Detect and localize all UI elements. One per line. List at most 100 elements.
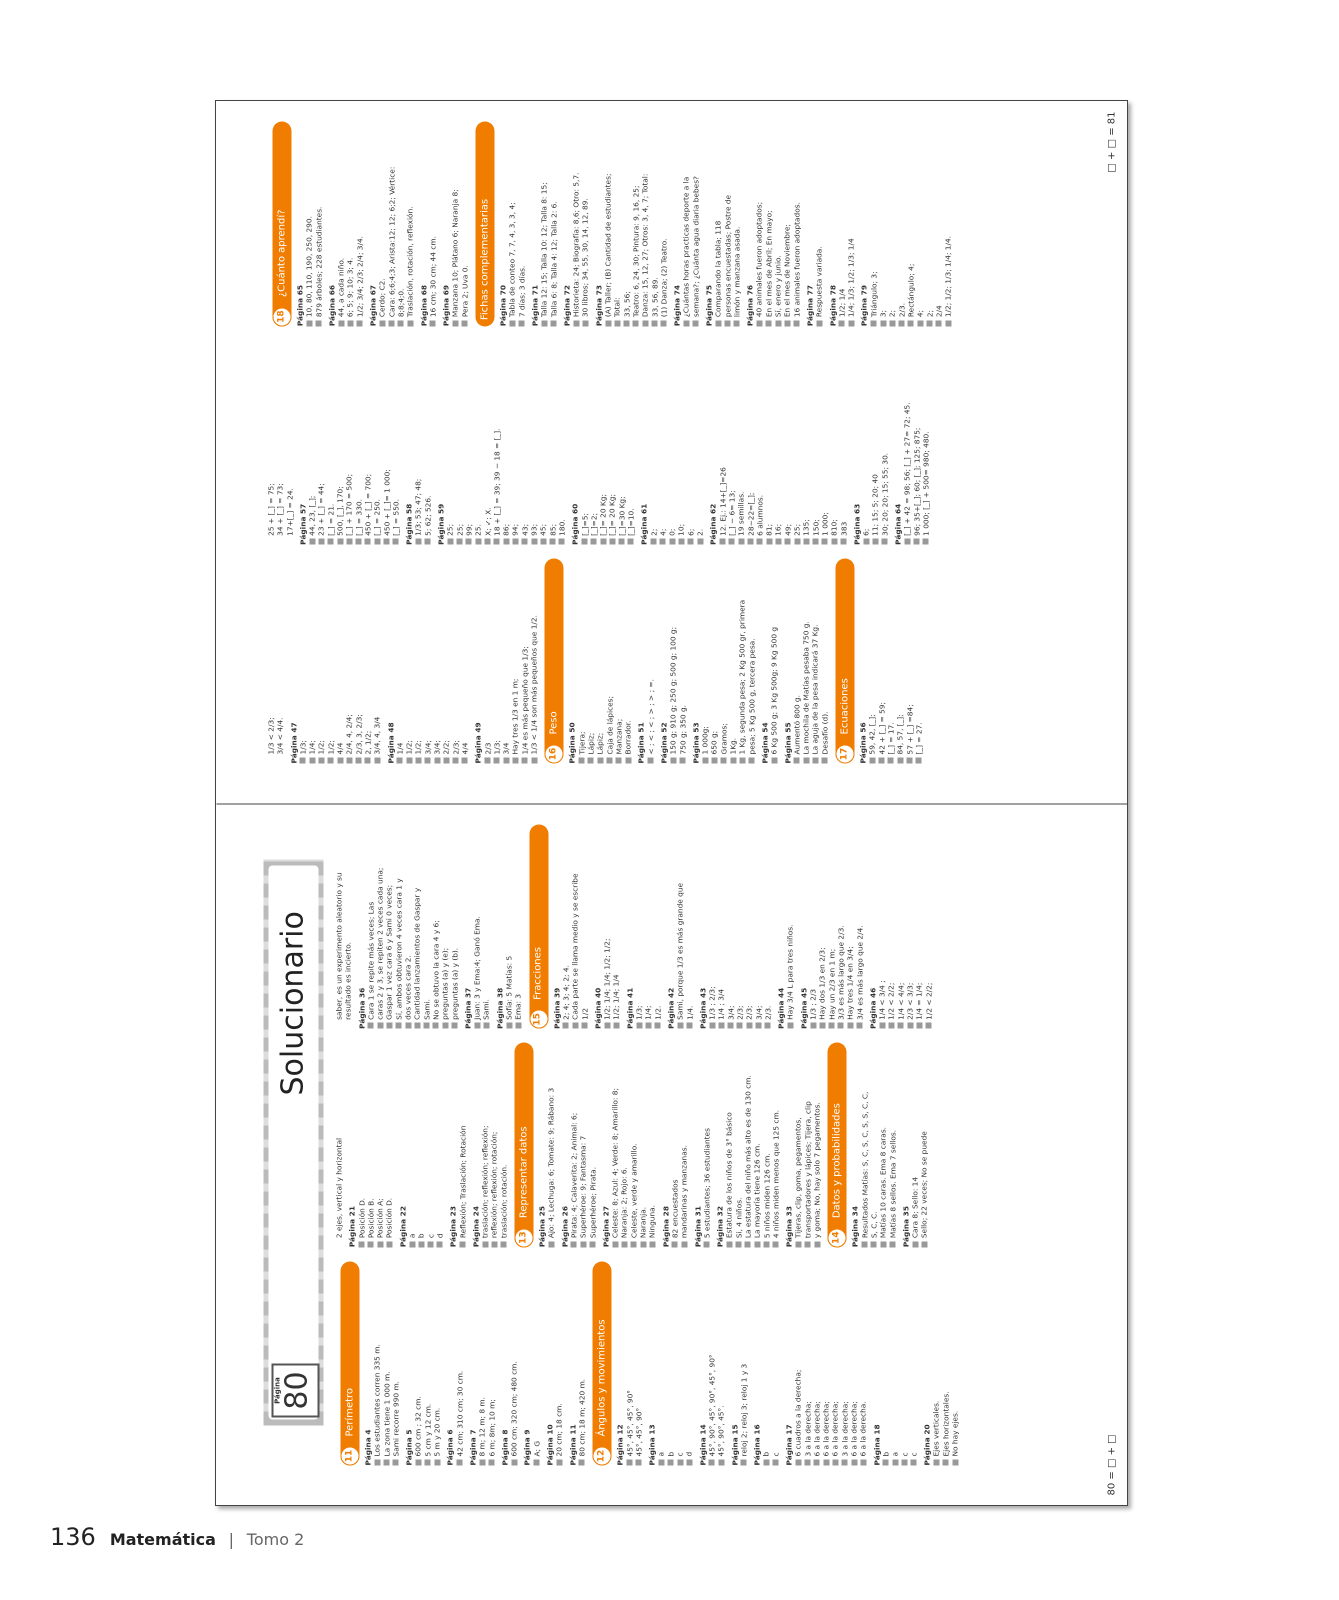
answer-line: 33, 56;	[622, 121, 631, 326]
answer-line: 10;	[676, 340, 685, 545]
banner: Página 80 Solucionario	[263, 859, 323, 1425]
answer-line: 1/3;	[298, 558, 307, 763]
answer-line: b	[666, 1261, 675, 1465]
answer-line: [_]=5;	[580, 340, 589, 545]
subject: Matemática	[109, 1530, 216, 1549]
answer-line: Ejes verticales.	[931, 1261, 940, 1465]
answer-line: Comparando la tabla; 118	[713, 121, 722, 326]
page-ref: Página 33	[784, 1205, 794, 1247]
answer-line: Posición D.	[384, 1042, 393, 1246]
answer-line: Celeste: 8; Azul: 4; Verde: 8; Amarillo:…	[610, 1042, 619, 1246]
answer-line: 3 a la derecha;	[840, 1261, 849, 1465]
answer-line: preguntas (a) y (b).	[450, 824, 459, 1028]
answer-line: Resultados Matías: S, C, S, C, S, S, C, …	[860, 1042, 869, 1246]
page-ref: Página 12	[615, 1423, 625, 1465]
answer-line: 2 ejes, vertical y horizontal	[334, 1137, 343, 1238]
section-heading: Fichas complementarias	[475, 120, 495, 326]
answer-line: Reflexión; Traslación; Rotación	[458, 1042, 467, 1246]
answer-line: 1Kg.	[728, 558, 737, 763]
answer-line: 135;	[801, 340, 810, 545]
answer-line: 3/4;	[423, 558, 432, 763]
page-ref: Página 52	[658, 721, 668, 763]
page-ref: Página 45	[798, 987, 808, 1029]
answer-line: c	[771, 1261, 780, 1465]
answer-line: Borrador.	[623, 558, 632, 763]
answer-line: Superhéroe; Pirata.	[588, 1042, 597, 1246]
answer-line: [_]= 20 Kg;	[598, 340, 607, 545]
answer-line: 1/4 ; 3/4	[716, 824, 725, 1028]
answer-line: 4 niños miden menos que 125 cm.	[771, 1042, 780, 1246]
answer-line: 3/4;	[754, 824, 763, 1028]
answer-line: 1/4; 1/3; 1/2; 1/3; 1/4	[846, 121, 855, 326]
answer-line: Manzana 10; Plátano 6; Naranja 8;	[450, 121, 459, 326]
answer-line: 2/3;	[451, 558, 460, 763]
answer-line: 2/3	[483, 558, 492, 763]
answer-line: 6 a la derecha;	[821, 1261, 830, 1465]
answer-line: 1/2; 1/4	[837, 121, 846, 326]
answer-line: [_] + 42 = 98; 56; [_] + 27= 72; 45.	[902, 340, 911, 545]
answer-line: 1/4 es más pequeño que 1/3;	[520, 558, 529, 763]
section-title: ¿Cuánto aprendí?	[275, 209, 287, 297]
section-title: Perímetro	[343, 1387, 355, 1436]
section-title: Datos y probabilidades	[831, 1102, 843, 1218]
answer-line: No se obtuvo la cara 4 y 6;	[431, 824, 440, 1028]
answer-line: [_] = 250.	[372, 340, 381, 545]
page-ref: Página 68	[418, 284, 428, 326]
answer-line: 42 + [_] = 59;	[877, 558, 886, 763]
answer-line: 20 cm; 18 cm.	[554, 1261, 563, 1465]
answer-line: 1/3 ; 2/3	[808, 824, 817, 1028]
answer-line: Sami.	[481, 824, 490, 1028]
answer-line: 1/4 < 4/4;	[896, 824, 905, 1028]
answer-line: preguntas (a) y (e);	[440, 824, 449, 1028]
section-title: Ángulos y movimientos	[596, 1318, 608, 1436]
answer-line: 34 + [_] = 73;	[275, 482, 285, 536]
answer-line: 16 cm; 30 cm; 44 cm.	[428, 121, 437, 326]
answer-line: Hay 3/4 L para tres niños.	[785, 824, 794, 1028]
page-ref: Página 53	[690, 721, 700, 763]
columns: 11 Perímetro Página 4 Los estudiantes corre…	[334, 824, 1087, 1465]
answer-line: 5 cm y 12 cm.	[423, 1261, 432, 1465]
page-ref: Página 26	[559, 1205, 569, 1247]
page-ref: Página 49	[473, 721, 483, 763]
answer-line: 45;	[538, 340, 547, 545]
answer-line: 44, a cada niño.	[336, 121, 345, 326]
answer-line: 1 000;	[820, 340, 829, 545]
page-ref: Página 59	[436, 503, 446, 545]
page-ref: Página 18	[871, 1423, 881, 1465]
answer-line: [_] = 330.	[354, 340, 363, 545]
answer-line: 25;	[455, 340, 464, 545]
answer-line: 4;	[915, 121, 924, 326]
page-ref: Página 20	[922, 1423, 932, 1465]
answer-line: 45°, 90°, 45°, 90°, 45°, 90°	[707, 1261, 716, 1465]
answer-line: Cara 8; Sello: 14	[910, 1042, 919, 1246]
answer-line: semana?; ¿Cuánta agua diaria bebes?	[691, 121, 700, 326]
answer-line: Sí, enero y junio.	[773, 121, 782, 326]
answer-line: 500, [_], 170;	[335, 340, 344, 545]
answer-line: 80 cm; 18 m; 420 m.	[577, 1261, 586, 1465]
answer-line: 1/2;	[326, 558, 335, 763]
answer-line: 1/2; 1/4; 1/4	[611, 824, 620, 1028]
answer-line: reflexión; reflexión; rotación;	[489, 1042, 498, 1246]
section-number: 14	[827, 1227, 847, 1247]
answer-line: 1/3 < 1/4 son más pequeños que 1/2.	[529, 558, 538, 763]
answer-line: 600 cm ; 32 cm.	[413, 1261, 422, 1465]
page-ref: Página 67	[368, 284, 378, 326]
answer-line: b	[761, 1261, 770, 1465]
answer-line: Si, 4 niños.	[734, 1042, 743, 1246]
answer-line: 2/3, 3, 2/3;	[354, 558, 363, 763]
page-box: Página 80	[271, 1363, 319, 1417]
answer-line: Matías 8 sellos. Ema 7 sellos.	[888, 1042, 897, 1246]
page-ref: Página 62	[708, 503, 718, 545]
page-ref: Página 46	[867, 987, 877, 1029]
column: 25 + [_] = 75; 34 + [_] = 73; 17+[_] = 24.…	[266, 340, 1087, 545]
page-ref: Página 8	[499, 1429, 509, 1465]
answer-line: 3/4	[501, 558, 510, 763]
rotated-content: Página 80 Solucionario 11 Perímetro Página …	[216, 101, 1127, 1505]
page-ref: Página 7	[467, 1429, 477, 1465]
page-ref: Página 35	[900, 1205, 910, 1247]
page-ref: Página 25	[537, 1205, 547, 1247]
page-ref: Página 15	[729, 1423, 739, 1465]
answer-line: 1/4	[395, 558, 404, 763]
answer-line: 3;	[878, 121, 887, 326]
page-ref: Página 39	[551, 987, 561, 1029]
